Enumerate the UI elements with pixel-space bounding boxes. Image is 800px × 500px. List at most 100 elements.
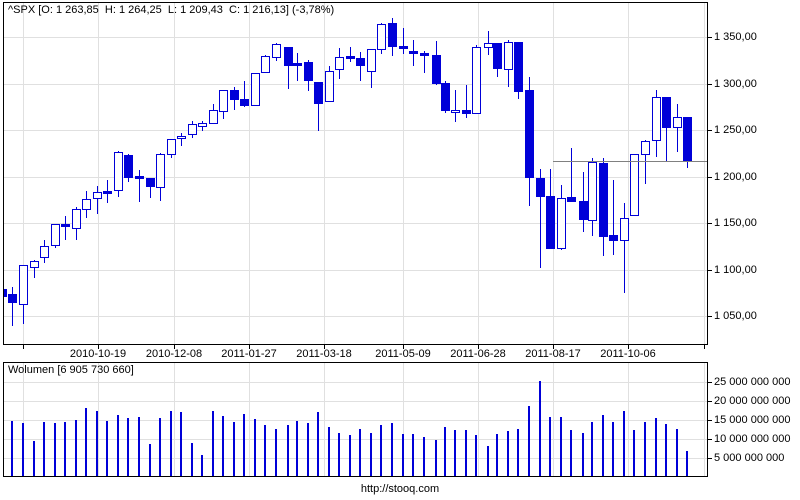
date-axis-tick bbox=[478, 345, 479, 349]
volume-axis-label: 10 000 000 000 bbox=[714, 433, 791, 445]
candle-wick bbox=[318, 82, 319, 131]
volume-bar bbox=[507, 430, 509, 476]
gridline-v bbox=[249, 3, 250, 344]
candle-wick bbox=[181, 133, 182, 146]
gridline-v bbox=[324, 3, 325, 344]
volume-bar bbox=[487, 446, 489, 476]
price-axis-label: 1 300,00 bbox=[714, 77, 757, 90]
gridline-v bbox=[98, 3, 99, 344]
candle-wick bbox=[466, 84, 467, 119]
volume-axis-tick bbox=[708, 420, 712, 421]
price-axis-tick bbox=[708, 176, 712, 178]
volume-axis-label: 20 000 000 000 bbox=[714, 395, 791, 407]
candle-body-down bbox=[536, 177, 545, 198]
volume-bar bbox=[159, 417, 161, 476]
candle-body-down bbox=[567, 197, 576, 202]
candle-body-down bbox=[103, 190, 112, 194]
volume-bar bbox=[243, 413, 245, 476]
volume-bar bbox=[539, 381, 541, 476]
candle-body-up bbox=[325, 70, 334, 102]
volume-bar bbox=[296, 421, 298, 476]
volume-bar bbox=[264, 424, 266, 476]
candle-body-down bbox=[409, 51, 418, 55]
candle-wick bbox=[297, 53, 298, 82]
candle-body-up bbox=[673, 117, 682, 128]
volume-bar bbox=[75, 420, 77, 476]
volume-bar bbox=[655, 418, 657, 476]
candle-body-up bbox=[51, 224, 60, 246]
volume-bar bbox=[549, 416, 551, 476]
volume-bar bbox=[85, 408, 87, 476]
volume-bar bbox=[423, 436, 425, 476]
candle-body-down bbox=[525, 90, 534, 179]
volume-axis-label: 25 000 000 000 bbox=[714, 376, 791, 388]
volume-bar bbox=[106, 421, 108, 476]
volume-bar bbox=[612, 421, 614, 476]
gridline-h bbox=[4, 37, 707, 38]
gridline-v bbox=[628, 363, 629, 476]
price-axis-tick bbox=[708, 316, 712, 317]
volume-bar bbox=[454, 429, 456, 476]
volume-bar bbox=[517, 428, 519, 476]
date-label: 2011-01-27 bbox=[221, 348, 277, 360]
candle-body-down bbox=[135, 176, 144, 180]
volume-bar bbox=[475, 435, 477, 476]
volume-bar bbox=[338, 432, 340, 476]
candle-wick bbox=[350, 46, 351, 63]
date-label: 2011-03-18 bbox=[296, 348, 352, 360]
volume-bar bbox=[54, 423, 56, 476]
candle-body-up bbox=[177, 135, 186, 139]
candle-body-up bbox=[484, 42, 493, 48]
gridline-v bbox=[23, 3, 24, 344]
date-axis-tick bbox=[403, 345, 404, 349]
volume-bar bbox=[275, 428, 277, 476]
volume-bar bbox=[127, 418, 129, 476]
volume-bar bbox=[633, 429, 635, 476]
volume-bar bbox=[222, 416, 224, 476]
volume-bar bbox=[665, 423, 667, 476]
volume-bar bbox=[391, 423, 393, 476]
date-label: 2010-12-08 bbox=[145, 348, 203, 360]
gridline-v bbox=[174, 363, 175, 476]
price-axis-tick bbox=[708, 223, 712, 224]
price-axis-label: 1 150,00 bbox=[714, 217, 757, 229]
candle-body-up bbox=[72, 208, 81, 229]
volume-bar bbox=[676, 428, 678, 476]
date-axis-tick bbox=[98, 345, 99, 349]
candle-body-down bbox=[346, 56, 355, 60]
candle-body-down bbox=[388, 22, 397, 48]
volume-axis-tick bbox=[708, 439, 712, 440]
gridline-v bbox=[23, 363, 24, 476]
volume-bar bbox=[582, 432, 584, 476]
candle-body-down bbox=[546, 196, 555, 249]
date-axis-tick bbox=[628, 345, 629, 349]
candle-wick bbox=[34, 259, 35, 278]
candle-body-up bbox=[188, 123, 197, 135]
gridline-h bbox=[4, 176, 707, 178]
volume-bar bbox=[64, 421, 66, 476]
volume-bar bbox=[287, 425, 289, 476]
candle-wick bbox=[455, 90, 456, 123]
price-axis-label: 1 200,00 bbox=[714, 170, 757, 183]
candle-body-up bbox=[82, 198, 91, 210]
volume-bar bbox=[328, 426, 330, 476]
gridline-v bbox=[478, 363, 479, 476]
gridline-h bbox=[4, 401, 707, 402]
candle-body-down bbox=[240, 99, 249, 107]
volume-bar bbox=[180, 411, 182, 476]
volume-bar bbox=[686, 450, 688, 476]
gridline-h bbox=[4, 439, 707, 440]
date-label: 2011-05-09 bbox=[375, 348, 431, 360]
volume-bar bbox=[307, 423, 309, 476]
volume-bar bbox=[170, 411, 172, 476]
candle-body-down bbox=[356, 58, 365, 67]
volume-axis-tick bbox=[708, 458, 712, 459]
gridline-h bbox=[4, 83, 707, 85]
footer-url: http://stooq.com bbox=[360, 483, 440, 495]
volume-axis-label: 5 000 000 000 bbox=[714, 452, 785, 464]
volume-bar bbox=[359, 428, 361, 476]
gridline-h bbox=[4, 269, 707, 271]
candle-body-up bbox=[167, 138, 176, 156]
candle-body-up bbox=[641, 140, 650, 155]
price-axis-tick bbox=[708, 269, 712, 271]
